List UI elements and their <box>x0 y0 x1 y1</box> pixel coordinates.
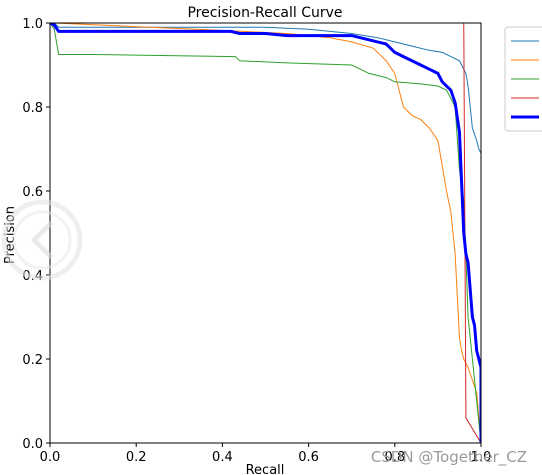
plot-area: 0.0 0.2 0.4 0.6 0.8 1.00.00.20.40.60.81.0 <box>22 17 491 465</box>
x-axis-label: Recall <box>246 463 285 475</box>
watermark-text: CSDN @Together_CZ <box>371 448 527 467</box>
y-tick-label-4: 0.8 <box>22 101 43 116</box>
y-tick-label-3: 0.6 <box>22 185 43 200</box>
x-tick-label-1: 0.2 <box>126 450 147 465</box>
y-tick-label-5: 1.0 <box>22 17 43 32</box>
x-tick-label-3: 0.6 <box>298 450 319 465</box>
x-tick-label-2: 0.4 <box>212 450 233 465</box>
x-tick-label-5: 1.0 <box>471 450 492 465</box>
series-line-1 <box>50 23 481 443</box>
legend <box>504 26 542 132</box>
y-tick-label-1: 0.2 <box>22 353 43 368</box>
series-line-2 <box>50 23 481 443</box>
chevron-left-icon <box>31 221 53 259</box>
watermark-logo <box>1 199 83 281</box>
series-line-5 <box>50 23 481 443</box>
chart-title: Precision-Recall Curve <box>187 5 342 21</box>
y-tick-label-0: 0.0 <box>22 437 43 452</box>
watermark-circle-outer <box>1 199 83 281</box>
x-tick-label-0: 0.0 <box>40 450 61 465</box>
watermark-circle-inner <box>12 210 72 270</box>
axes-frame <box>49 22 482 444</box>
x-tick-label-4: 0.8 <box>384 450 405 465</box>
series-line-3 <box>50 23 481 443</box>
series-line-4 <box>50 23 481 443</box>
